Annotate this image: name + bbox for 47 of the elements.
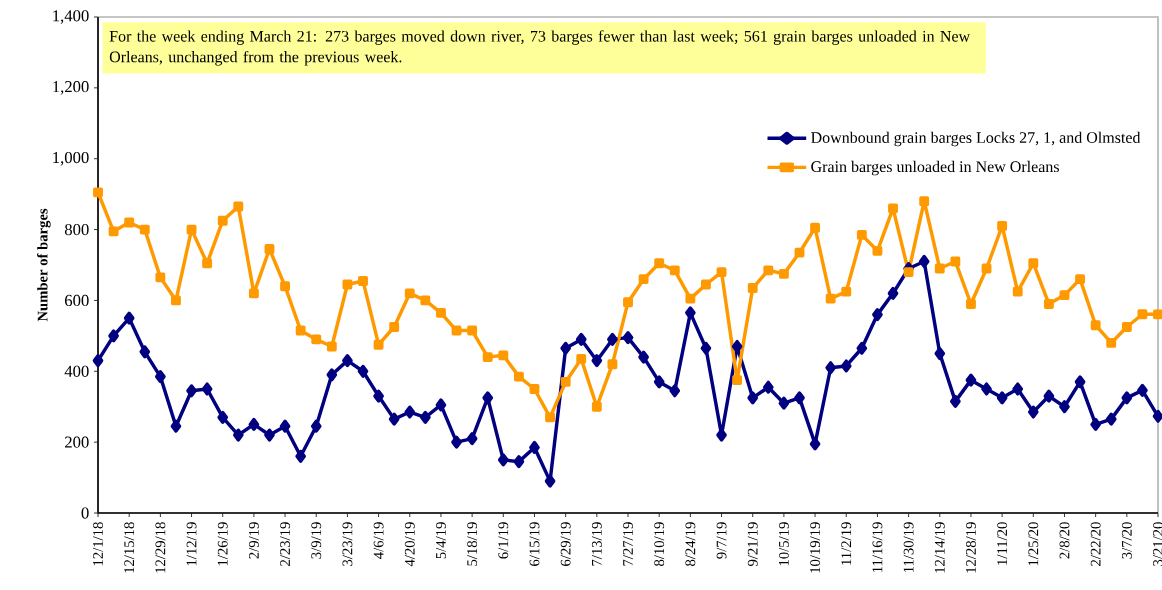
x-tick-label: 10/5/19 [778,522,789,566]
legend-label: Grain barges unloaded in New Orleans [811,160,1059,176]
x-tick-label: 9/21/19 [747,522,758,567]
y-tick-label: 1,000 [53,151,89,166]
x-tick-label: 12/29/18 [155,522,166,573]
y-tick-label: 1,200 [53,81,89,95]
x-tick-label: 12/1/18 [93,522,103,566]
x-tick-label: 12/14/19 [934,522,945,573]
x-tick-label: 9/7/19 [716,522,727,559]
y-tick-label: 600 [65,294,89,307]
y-tick-label: 0 [81,507,89,519]
x-tick-label: 6/29/19 [560,522,571,566]
x-tick-label: 6/15/19 [529,522,540,566]
y-tick-label: 400 [64,365,89,377]
x-tick-label: 11/30/19 [903,522,914,573]
x-tick-label: 3/7/20 [1121,522,1132,559]
x-tick-label: 4/6/19 [373,522,384,559]
y-tick-label: 800 [64,223,89,236]
legend-label: Downbound grain barges Locks 27, 1, and Olmsted [811,131,1141,147]
y-axis-title: Number of barges [37,208,51,322]
x-tick-label: 8/24/19 [685,522,696,566]
x-tick-label: 11/16/19 [872,522,883,573]
x-tick-label: 2/9/19 [248,522,259,559]
x-tick-label: 1/12/19 [186,522,197,566]
annotation: For the week ending March 21: 273 barges moved down river, 73 barges fewer than last week; 561 grain barges unloaded in New Orleans, unchanged from the previous week. [109,30,971,66]
x-tick-label: 2/8/20 [1059,522,1070,559]
x-tick-label: 1/25/20 [1028,522,1039,566]
x-tick-label: 3/23/19 [342,522,353,566]
y-tick-label: 1,400 [53,10,89,24]
x-tick-label: 6/1/19 [498,522,509,559]
x-tick-label: 5/4/19 [436,522,446,559]
x-tick-label: 2/23/19 [280,522,290,566]
x-tick-label: 3/21/20 [1153,522,1162,566]
x-tick-label: 5/18/19 [467,522,478,566]
y-tick-label: 200 [65,436,89,448]
x-tick-label: 10/19/19 [810,522,821,573]
x-tick-label: 12/15/18 [124,522,135,573]
x-tick-label: 1/26/19 [217,522,228,566]
x-tick-label: 12/28/19 [966,522,976,573]
x-tick-label: 11/2/19 [841,522,852,565]
x-tick-label: 3/9/19 [311,522,322,559]
x-tick-label: 1/11/20 [997,522,1008,565]
x-tick-label: 7/27/19 [623,522,633,566]
x-tick-label: 2/22/20 [1090,522,1101,566]
x-tick-label: 4/20/19 [404,522,415,567]
x-tick-label: 8/10/19 [654,522,665,566]
x-tick-label: 7/13/19 [591,522,602,566]
